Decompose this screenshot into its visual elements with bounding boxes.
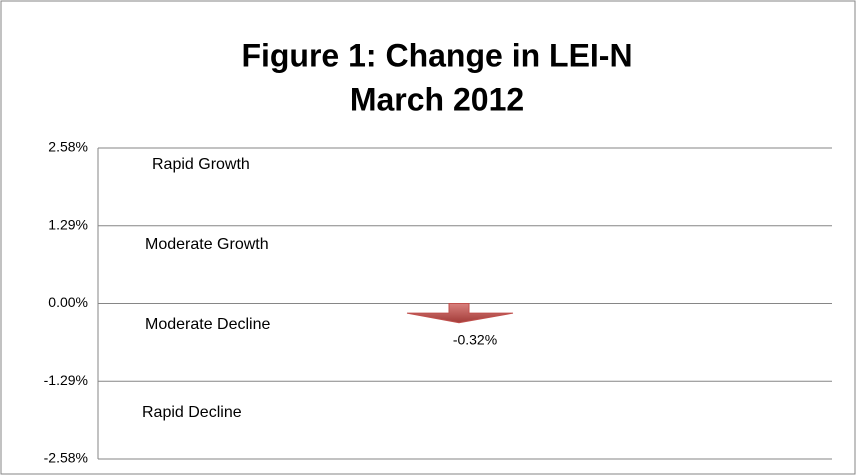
chart-subtitle: March 2012 (350, 81, 524, 117)
zone-label: Rapid Decline (142, 404, 242, 421)
zone-label: Rapid Growth (152, 156, 250, 173)
y-tick-label: 0.00% (48, 294, 88, 310)
chart-title: Figure 1: Change in LEI-N (241, 37, 632, 73)
y-tick-label: -2.58% (44, 450, 88, 466)
zone-label: Moderate Decline (145, 316, 271, 333)
y-tick-label: 1.29% (48, 216, 88, 232)
y-tick-label: -1.29% (44, 372, 88, 388)
value-label: -0.32% (453, 331, 497, 347)
y-tick-label: 2.58% (48, 139, 88, 155)
zone-label: Moderate Growth (145, 236, 269, 253)
arrow-bar (406, 303, 514, 324)
